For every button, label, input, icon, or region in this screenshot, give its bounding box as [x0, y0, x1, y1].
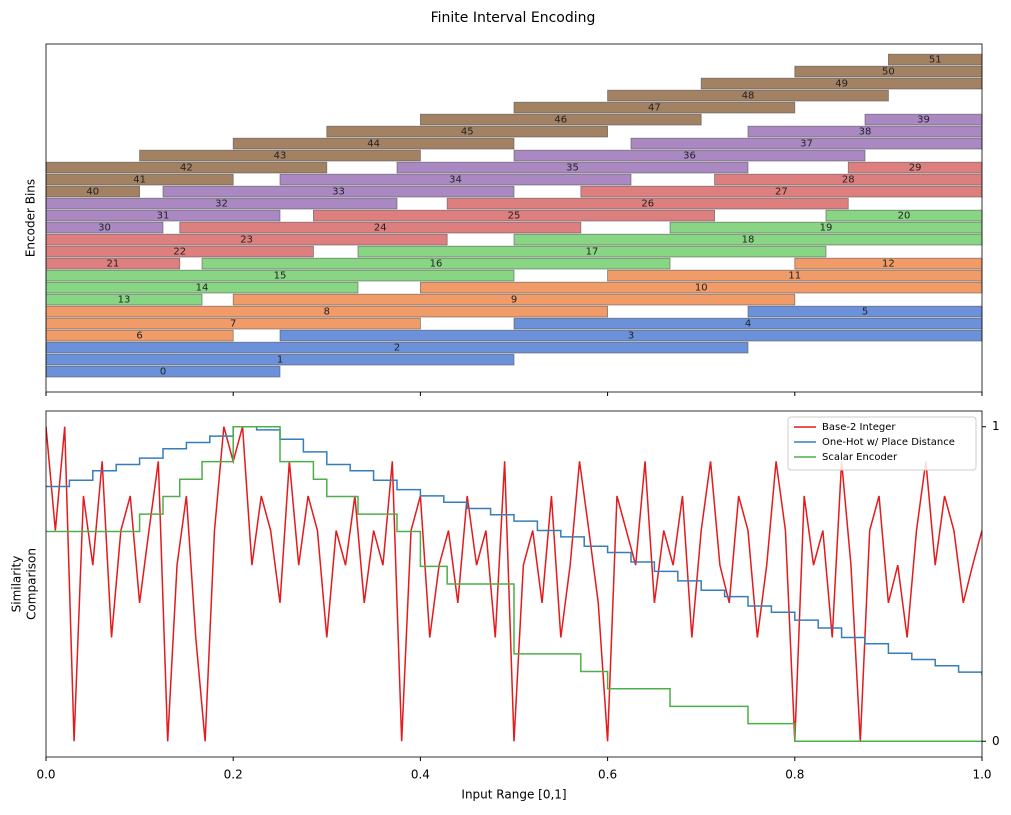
bin-bar: [139, 149, 421, 162]
bin-label: 46: [554, 115, 567, 126]
bin-label: 9: [511, 295, 517, 306]
bin-label: 4: [745, 319, 751, 330]
y-axis-label: Comparison: [25, 548, 39, 620]
x-tick-label: 0.2: [224, 768, 243, 782]
bin-bar: [279, 173, 632, 186]
bin-label: 37: [800, 139, 813, 150]
axes-frame: [45, 410, 983, 758]
bin-label: 3: [628, 331, 634, 342]
bin-bar: [162, 185, 515, 198]
bin-label: 23: [240, 235, 253, 246]
bin-bar: [313, 209, 715, 222]
legend-label: Scalar Encoder: [822, 452, 898, 463]
bin-bar: [201, 257, 671, 270]
bin-label: 10: [695, 283, 708, 294]
bin-label: 22: [173, 247, 186, 258]
bin-label: 1: [277, 355, 283, 366]
bin-label: 29: [909, 163, 922, 174]
bin-label: 34: [449, 175, 462, 186]
bin-bar: [396, 161, 749, 174]
x-tick-label: 0.6: [598, 768, 617, 782]
axes-frame: [45, 43, 983, 393]
bin-label: 42: [180, 163, 193, 174]
bin-bar: [357, 245, 827, 258]
bin-label: 15: [274, 271, 287, 282]
bin-label: 39: [917, 115, 930, 126]
x-tick-label: 0.4: [411, 768, 430, 782]
bin-label: 2: [394, 343, 400, 354]
bin-label: 47: [648, 103, 661, 114]
y-axis-label: Similarity: [10, 556, 24, 613]
bin-bar: [513, 149, 866, 162]
bin-label: 18: [742, 235, 755, 246]
bin-bar: [513, 101, 796, 114]
bin-label: 14: [196, 283, 209, 294]
bin-bar: [232, 137, 515, 150]
bin-label: 21: [107, 259, 120, 270]
bin-label: 7: [230, 319, 236, 330]
bin-label: 19: [820, 223, 833, 234]
bin-bar: [179, 221, 582, 234]
series-line: [46, 425, 982, 676]
legend-label: One-Hot w/ Place Distance: [822, 437, 955, 448]
figure-title: Finite Interval Encoding: [431, 10, 596, 26]
bin-label: 16: [430, 259, 443, 270]
bin-label: 40: [86, 187, 99, 198]
bin-label: 48: [742, 91, 755, 102]
x-axis-label: Input Range [0,1]: [461, 788, 566, 802]
bin-label: 17: [586, 247, 599, 258]
bin-label: 51: [929, 55, 942, 66]
y-tick-label: 1: [992, 419, 1000, 433]
y-tick-label: 0: [992, 734, 1000, 748]
bin-label: 50: [882, 67, 895, 78]
bin-label: 31: [157, 211, 170, 222]
bin-label: 36: [683, 151, 696, 162]
bin-label: 35: [566, 163, 579, 174]
bin-label: 5: [862, 307, 868, 318]
x-tick-label: 0.8: [785, 768, 804, 782]
y-axis-label: Encoder Bins: [24, 179, 38, 257]
bin-label: 45: [461, 127, 474, 138]
bin-label: 32: [215, 199, 228, 210]
bin-bar: [607, 89, 889, 102]
bin-label: 43: [274, 151, 287, 162]
bin-label: 12: [882, 259, 895, 270]
bin-label: 44: [367, 139, 380, 150]
bin-label: 11: [788, 271, 801, 282]
legend-label: Base-2 Integer: [822, 422, 896, 433]
bin-label: 8: [324, 307, 330, 318]
legend-box: [787, 416, 977, 471]
x-tick-label: 1.0: [972, 768, 991, 782]
series-line: [46, 425, 982, 743]
bin-bar: [326, 125, 608, 138]
bin-label: 0: [160, 367, 166, 378]
bin-label: 13: [118, 295, 131, 306]
bin-label: 41: [133, 175, 146, 186]
bin-label: 20: [898, 211, 911, 222]
bin-label: 27: [775, 187, 788, 198]
bin-label: 28: [842, 175, 855, 186]
bin-label: 38: [859, 127, 872, 138]
bin-label: 25: [508, 211, 521, 222]
bin-bar: [419, 113, 702, 126]
bin-bar: [446, 197, 849, 210]
bin-label: 33: [332, 187, 345, 198]
bin-bar: [232, 293, 796, 306]
bin-label: 6: [136, 331, 142, 342]
series-line: [46, 426, 982, 742]
bin-label: 30: [98, 223, 111, 234]
x-tick-label: 0.0: [36, 768, 55, 782]
bin-label: 49: [835, 79, 848, 90]
bin-label: 24: [374, 223, 387, 234]
bin-label: 26: [641, 199, 654, 210]
